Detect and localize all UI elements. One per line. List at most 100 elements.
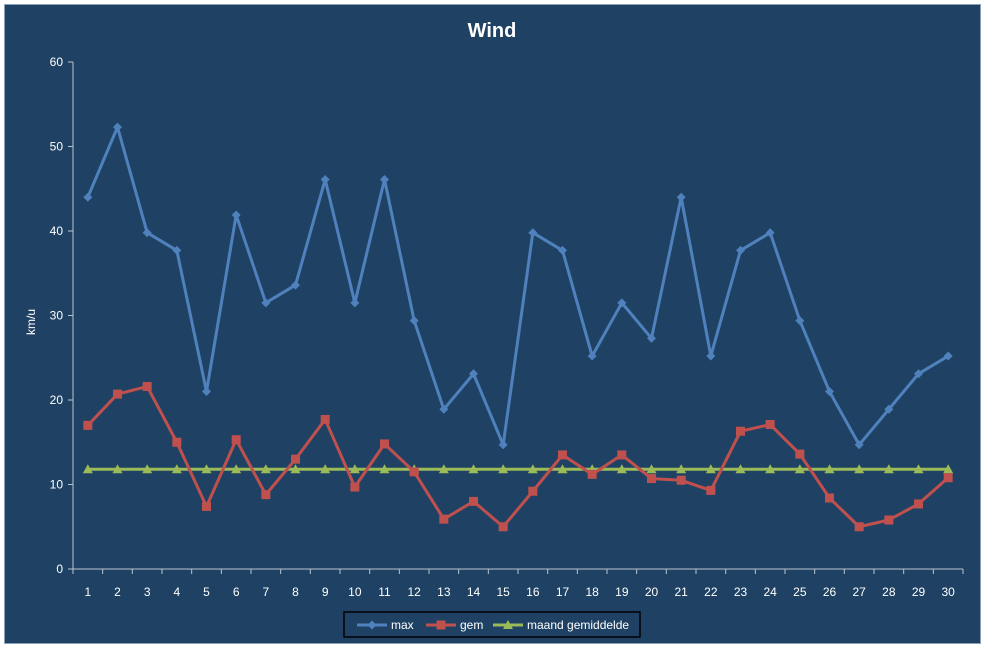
data-point-gem <box>736 426 745 436</box>
data-point-maand-gemiddelde <box>735 464 746 474</box>
data-point-maand-gemiddelde <box>201 464 212 474</box>
data-point-gem <box>142 381 152 391</box>
data-point-maand-gemiddelde <box>527 464 538 474</box>
data-point-maand-gemiddelde <box>794 464 805 474</box>
data-point-maand-gemiddelde <box>646 464 657 474</box>
data-point-maand-gemiddelde <box>349 464 360 474</box>
legend: max gem maand gemiddelde <box>343 611 641 638</box>
data-point-max <box>320 174 330 184</box>
data-point-maand-gemiddelde <box>379 464 390 474</box>
data-point-max <box>854 440 864 450</box>
x-tick-label: 27 <box>852 585 866 599</box>
x-tick-label: 26 <box>823 585 837 599</box>
data-point-gem <box>320 414 330 424</box>
data-point-maand-gemiddelde <box>498 464 509 474</box>
data-point-max <box>617 298 627 308</box>
legend-box <box>343 611 641 638</box>
x-tick-label: 28 <box>882 585 896 599</box>
data-point-max <box>231 210 241 220</box>
data-point-gem <box>172 437 182 447</box>
x-tick-label: 30 <box>941 585 955 599</box>
y-tick-label: 20 <box>50 393 64 407</box>
data-point-maand-gemiddelde <box>705 464 716 474</box>
y-tick-label: 0 <box>56 562 63 576</box>
data-point-maand-gemiddelde <box>142 464 153 474</box>
data-point-max <box>350 298 360 308</box>
legend-entry-maand-gemiddelde: maand gemiddelde <box>493 618 629 632</box>
x-tick-label: 1 <box>84 585 91 599</box>
x-tick-label: 3 <box>144 585 151 599</box>
data-point-max <box>83 192 93 202</box>
data-point-max <box>439 404 449 414</box>
data-point-maand-gemiddelde <box>765 464 776 474</box>
data-point-maand-gemiddelde <box>260 464 271 474</box>
data-point-gem <box>706 485 716 495</box>
data-point-gem <box>231 435 241 445</box>
series-line-gem <box>86 384 950 529</box>
x-tick-label: 25 <box>793 585 807 599</box>
data-point-gem <box>83 420 93 430</box>
data-point-gem <box>261 490 271 500</box>
x-tick-label: 12 <box>407 585 421 599</box>
data-point-max <box>825 387 834 397</box>
x-tick-label: 10 <box>348 585 362 599</box>
x-tick-label: 18 <box>585 585 599 599</box>
data-point-gem <box>765 420 775 430</box>
data-point-maand-gemiddelde <box>616 464 627 474</box>
data-point-gem <box>825 493 834 503</box>
legend-label: maand gemiddelde <box>527 618 629 632</box>
data-point-max <box>261 298 271 308</box>
data-point-maand-gemiddelde <box>557 464 568 474</box>
x-tick-label: 29 <box>912 585 926 599</box>
data-point-max <box>380 174 389 184</box>
data-point-max <box>914 369 923 379</box>
data-point-max <box>113 122 122 132</box>
data-point-maand-gemiddelde <box>676 464 687 474</box>
data-point-max <box>736 245 745 255</box>
x-tick-label: 20 <box>645 585 659 599</box>
x-tick-label: 8 <box>292 585 299 599</box>
data-point-max <box>291 280 300 290</box>
data-point-maand-gemiddelde <box>468 464 479 474</box>
data-point-maand-gemiddelde <box>231 464 242 474</box>
data-point-max <box>676 192 686 202</box>
data-point-max <box>795 316 805 326</box>
x-tick-label: 6 <box>233 585 240 599</box>
x-tick-label: 14 <box>467 585 481 599</box>
legend-label: max <box>391 618 414 632</box>
data-point-maand-gemiddelde <box>943 464 954 474</box>
data-point-gem <box>884 515 894 525</box>
data-point-gem <box>795 449 805 459</box>
y-tick-label: 40 <box>50 224 64 238</box>
data-point-maand-gemiddelde <box>913 464 924 474</box>
legend-swatch-marker <box>367 620 377 630</box>
data-point-max <box>558 245 567 255</box>
series-maand-gemiddelde <box>82 464 954 474</box>
data-point-gem <box>587 469 597 479</box>
data-point-gem <box>914 499 923 509</box>
y-tick-label: 10 <box>50 478 64 492</box>
data-point-maand-gemiddelde <box>438 464 449 474</box>
data-point-gem <box>854 522 864 532</box>
data-point-gem <box>676 475 686 485</box>
data-point-gem <box>617 450 627 460</box>
x-tick-label: 5 <box>203 585 210 599</box>
data-point-maand-gemiddelde <box>854 464 865 474</box>
data-point-gem <box>380 439 389 449</box>
series-gem <box>83 381 953 532</box>
data-point-max <box>142 228 152 238</box>
x-tick-label: 15 <box>496 585 510 599</box>
y-tick-label: 50 <box>50 140 64 154</box>
x-tick-label: 16 <box>526 585 540 599</box>
data-point-gem <box>439 514 449 524</box>
x-tick-label: 13 <box>437 585 451 599</box>
data-point-gem <box>291 454 300 464</box>
data-point-gem <box>409 467 419 477</box>
data-point-max <box>943 351 953 361</box>
y-axis-label: km/u <box>24 309 38 335</box>
legend-swatch-marker <box>503 620 513 629</box>
x-tick-label: 17 <box>556 585 570 599</box>
data-point-gem <box>202 501 211 511</box>
